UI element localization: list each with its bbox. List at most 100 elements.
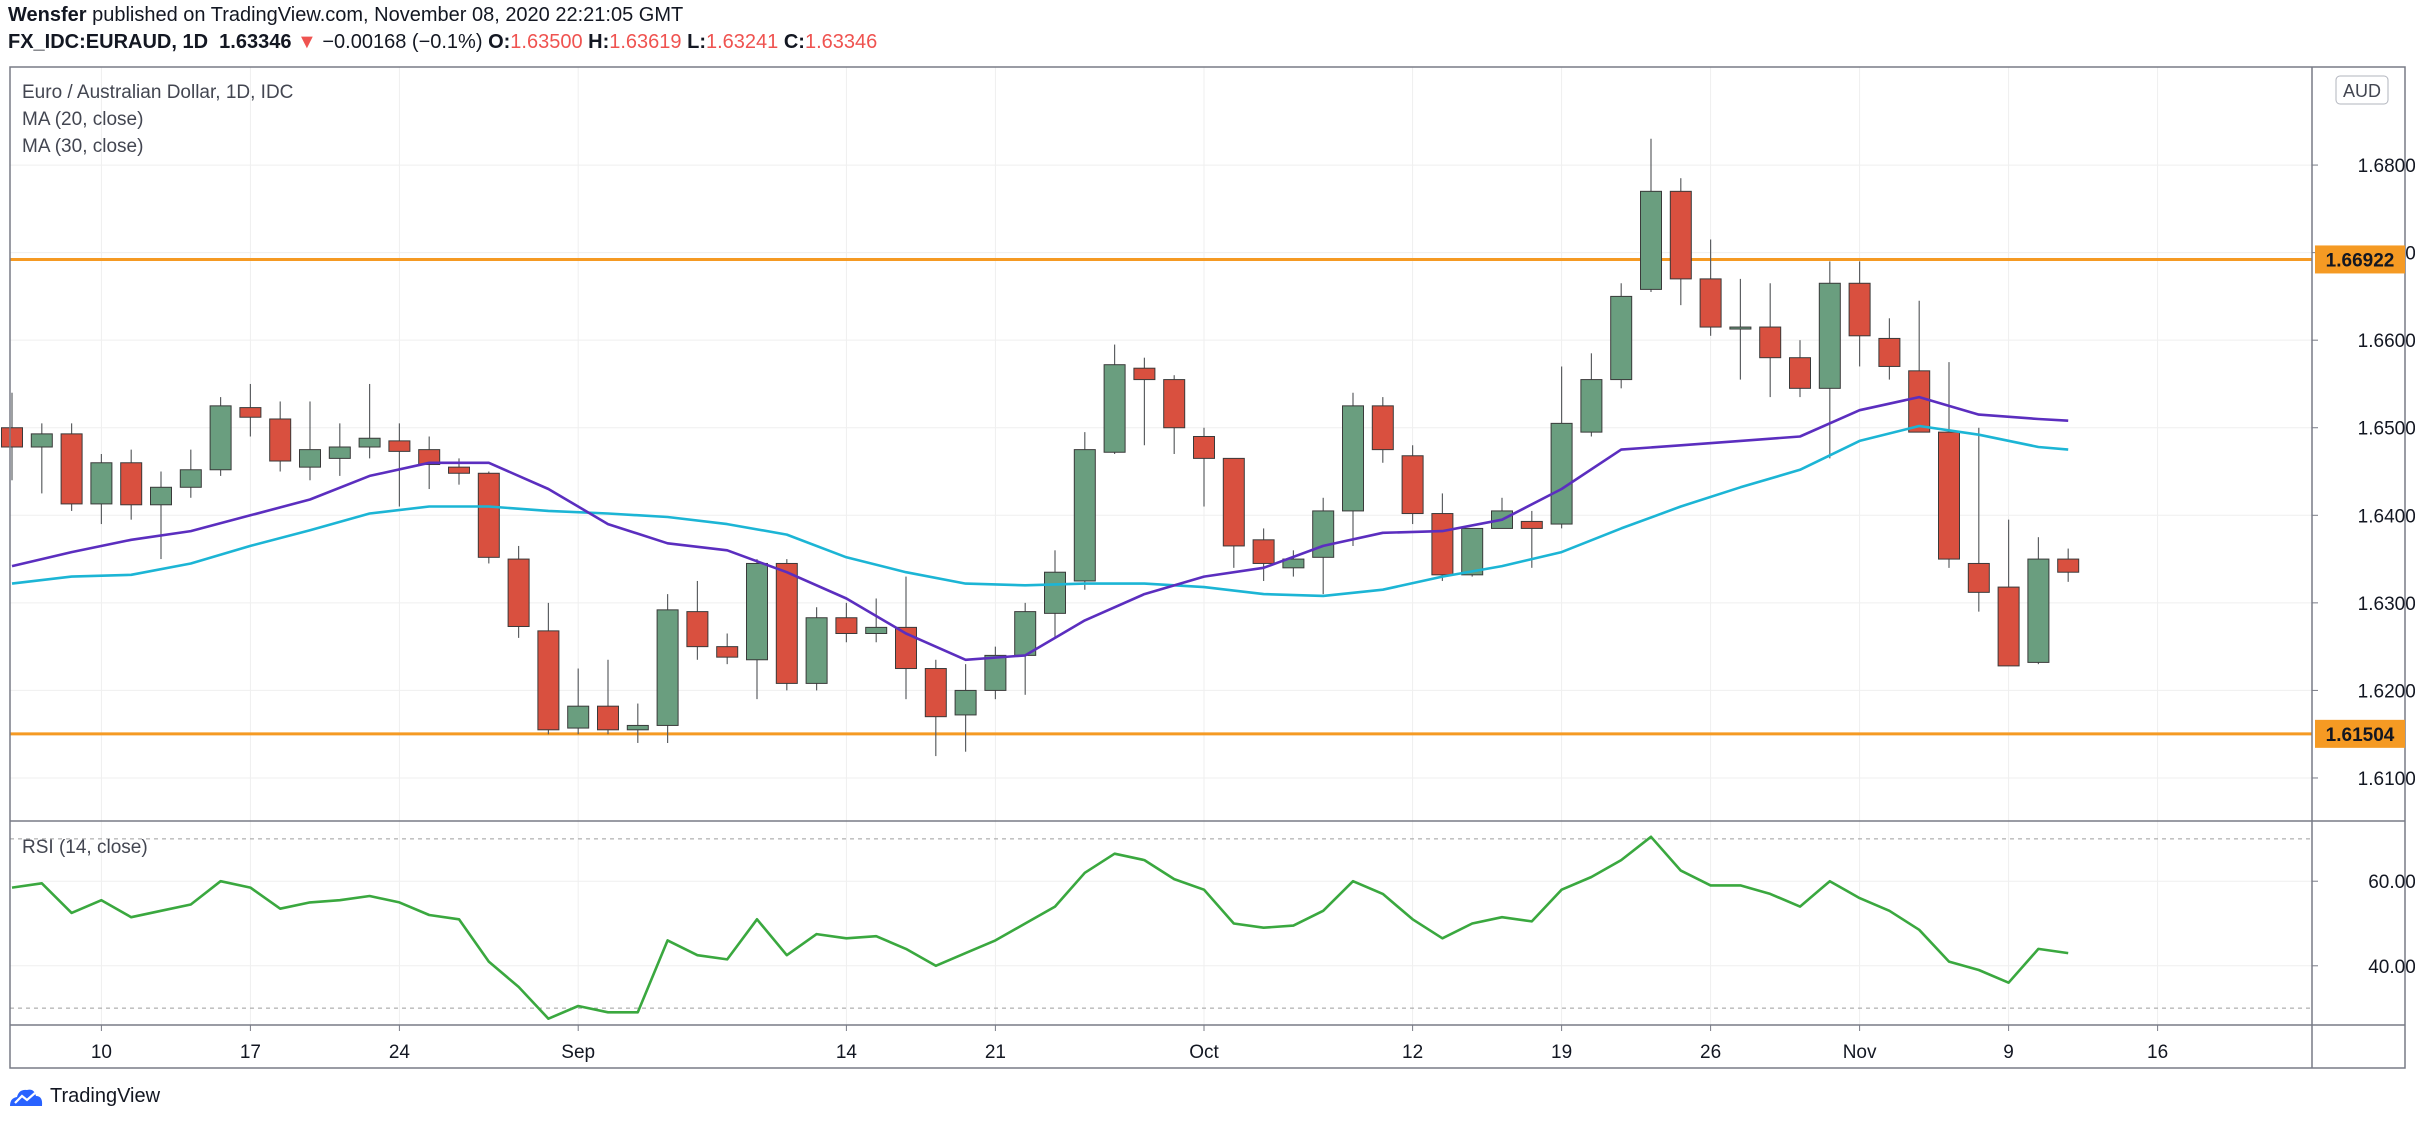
candle-body (239, 407, 262, 418)
candle-body (835, 617, 858, 635)
candle-body (388, 440, 411, 452)
level-badge-label: 1.61504 (2326, 725, 2395, 746)
candle-body (805, 617, 828, 684)
level-badge (2315, 245, 2405, 274)
candle-body (60, 433, 83, 505)
candle-body (924, 668, 947, 718)
candle-body (1759, 326, 1782, 359)
candle-body (1044, 571, 1066, 614)
footer-brand-text: TradingView (50, 1085, 161, 1107)
high-value: 1.63619 (609, 31, 682, 53)
candle-body (716, 646, 739, 658)
candle-body (358, 437, 381, 448)
candle-body (1342, 405, 1364, 512)
price-axis[interactable]: 1.61000 1.62000 1.63000 1.64000 1.65000 1.660… (2312, 75, 2415, 978)
symbol: FX_IDC:EURAUD, 1D (8, 31, 209, 53)
candle-body (1580, 379, 1603, 433)
y-tick-label: 1.64000 (2358, 506, 2415, 527)
ma30-legend: MA (30, close) (22, 136, 144, 157)
chart-frame (9, 66, 2406, 1069)
candle-body (120, 462, 143, 506)
y-tick-label: 1.63000 (2358, 594, 2415, 615)
x-tick-label: 10 (91, 1042, 112, 1063)
candle-body (1282, 558, 1305, 569)
x-tick-label: 12 (1402, 1042, 1423, 1063)
candle-body (597, 705, 619, 731)
candle-body (1520, 520, 1543, 529)
candle-body (90, 462, 113, 505)
last-price: 1.63346 (219, 31, 292, 53)
x-tick-label: 21 (985, 1042, 1006, 1063)
candle-body (1699, 278, 1722, 328)
candle-body (1848, 282, 1871, 337)
candle-body (746, 562, 768, 661)
price-change: −0.00168 (−0.1%) (322, 31, 483, 53)
rsi-pane (10, 835, 2312, 1020)
candle-body (150, 486, 172, 506)
candle-body (1461, 527, 1484, 576)
outer-frame (9, 66, 2406, 1069)
low-value: 1.63241 (706, 31, 779, 53)
rsi-tick-label: 40.00 (2368, 957, 2415, 978)
moving-averages (11, 395, 2069, 662)
candle-body (656, 609, 679, 726)
rsi-line (11, 835, 2069, 1020)
candle-body (1967, 562, 1990, 593)
candle-body (1669, 190, 1692, 280)
candle-body (567, 705, 590, 729)
tradingview-logo-icon (10, 1089, 43, 1106)
level-badge-label: 1.66922 (2326, 250, 2395, 271)
candle-body (895, 626, 917, 670)
candle-body (1789, 357, 1811, 389)
candle-body (1014, 611, 1037, 656)
candle-body (418, 449, 441, 466)
main-legend-title: Euro / Australian Dollar, 1D, IDC (22, 82, 294, 103)
y-tick-label: 1.66000 (2358, 331, 2415, 352)
time-axis[interactable]: 10 17 24 Sep 14 21 Oct 12 19 26 Nov 9 16 (91, 1025, 2168, 1063)
x-tick-label: 14 (836, 1042, 858, 1063)
ma20-legend: MA (20, close) (22, 109, 144, 130)
close-value: 1.63346 (804, 31, 878, 53)
candle-body (1193, 435, 1215, 459)
candle-body (2027, 558, 2050, 663)
ohlc-line: FX_IDC:EURAUD, 1D 1.63346 ▼ −0.00168 (−0… (8, 31, 877, 54)
candle-body (30, 433, 53, 448)
candle-body (954, 689, 977, 716)
high-label: H: (588, 31, 610, 53)
candle-body (1640, 190, 1662, 290)
candle-body (775, 562, 798, 684)
candle-body (1252, 539, 1275, 564)
footer-brand: TradingView (8, 1085, 160, 1108)
candle-body (1163, 379, 1186, 429)
candle-body (269, 418, 292, 462)
candle-body (1073, 449, 1096, 582)
x-tick-label: 9 (2003, 1042, 2014, 1063)
candle-body (209, 405, 232, 471)
x-tick-label: 26 (1700, 1042, 1721, 1063)
candle-body (1610, 295, 1633, 381)
candle-body (1938, 431, 1960, 560)
x-tick-label: 16 (2147, 1042, 2168, 1063)
currency-badge (2335, 75, 2389, 105)
candle-body (1133, 367, 1156, 381)
x-tick-label: 17 (240, 1042, 261, 1063)
y-tick-label: 1.62000 (2358, 681, 2415, 702)
candle-body (1818, 282, 1841, 389)
candle-body (1103, 364, 1126, 453)
candle-body (865, 626, 888, 635)
author: Wensfer (8, 4, 87, 26)
candle-body (1401, 455, 1424, 515)
candle-body (1312, 510, 1335, 558)
candle-body (1878, 337, 1901, 367)
low-label: L: (687, 31, 706, 53)
candle-body (686, 611, 709, 648)
candle-body (328, 446, 351, 459)
y-tick-label: 1.68000 (2358, 156, 2415, 177)
level-badge (2315, 719, 2405, 748)
x-tick-label: Sep (561, 1042, 595, 1063)
currency-label: AUD (2343, 81, 2381, 101)
candle-body (299, 449, 321, 468)
rsi-legend: RSI (14, close) (22, 837, 148, 858)
grid (10, 67, 2312, 1025)
